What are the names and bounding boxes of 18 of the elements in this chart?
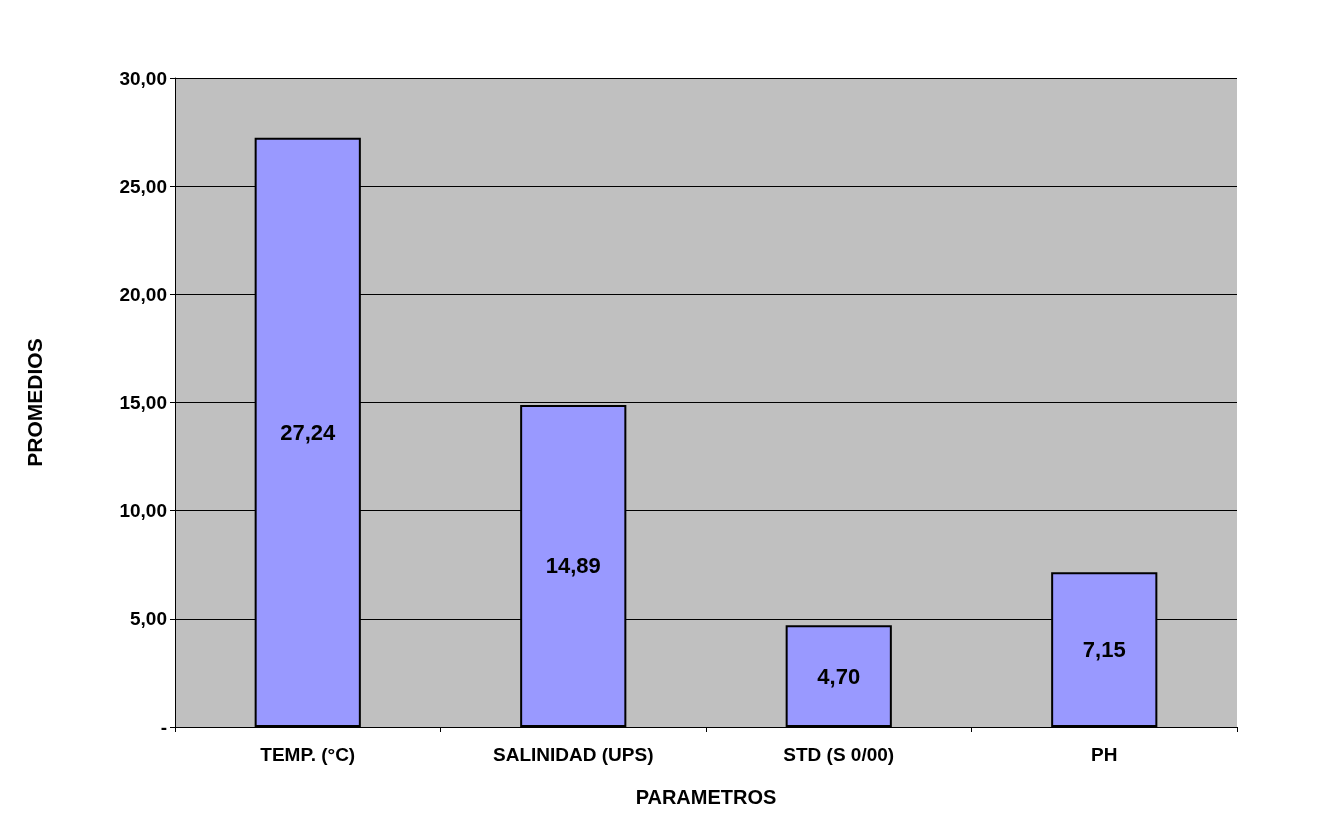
data-label: 27,24 (280, 419, 337, 445)
bar (785, 625, 892, 727)
y-axis-title: PROMEDIOS (23, 338, 46, 467)
x-tick-label: SALINIDAD (UPS) (493, 744, 654, 765)
y-tick-label: 10,00 (119, 500, 167, 522)
x-tick-label: TEMP. (°C) (260, 744, 356, 765)
y-tick-label: 20,00 (119, 283, 167, 305)
y-tick-label: 5,00 (130, 608, 167, 630)
y-tick-label: 25,00 (119, 175, 167, 197)
y-tick-label: - (160, 716, 167, 738)
data-label: 4,70 (817, 663, 861, 689)
data-label: 7,15 (1082, 637, 1126, 663)
x-tick-label: PH (1091, 744, 1118, 765)
y-tick-label: 30,00 (119, 67, 167, 89)
data-label: 14,89 (545, 553, 601, 579)
x-tick-label: STD (S 0/00) (783, 744, 895, 765)
x-axis-title: PARAMETROS (635, 786, 777, 808)
y-tick-label: 15,00 (119, 392, 167, 413)
